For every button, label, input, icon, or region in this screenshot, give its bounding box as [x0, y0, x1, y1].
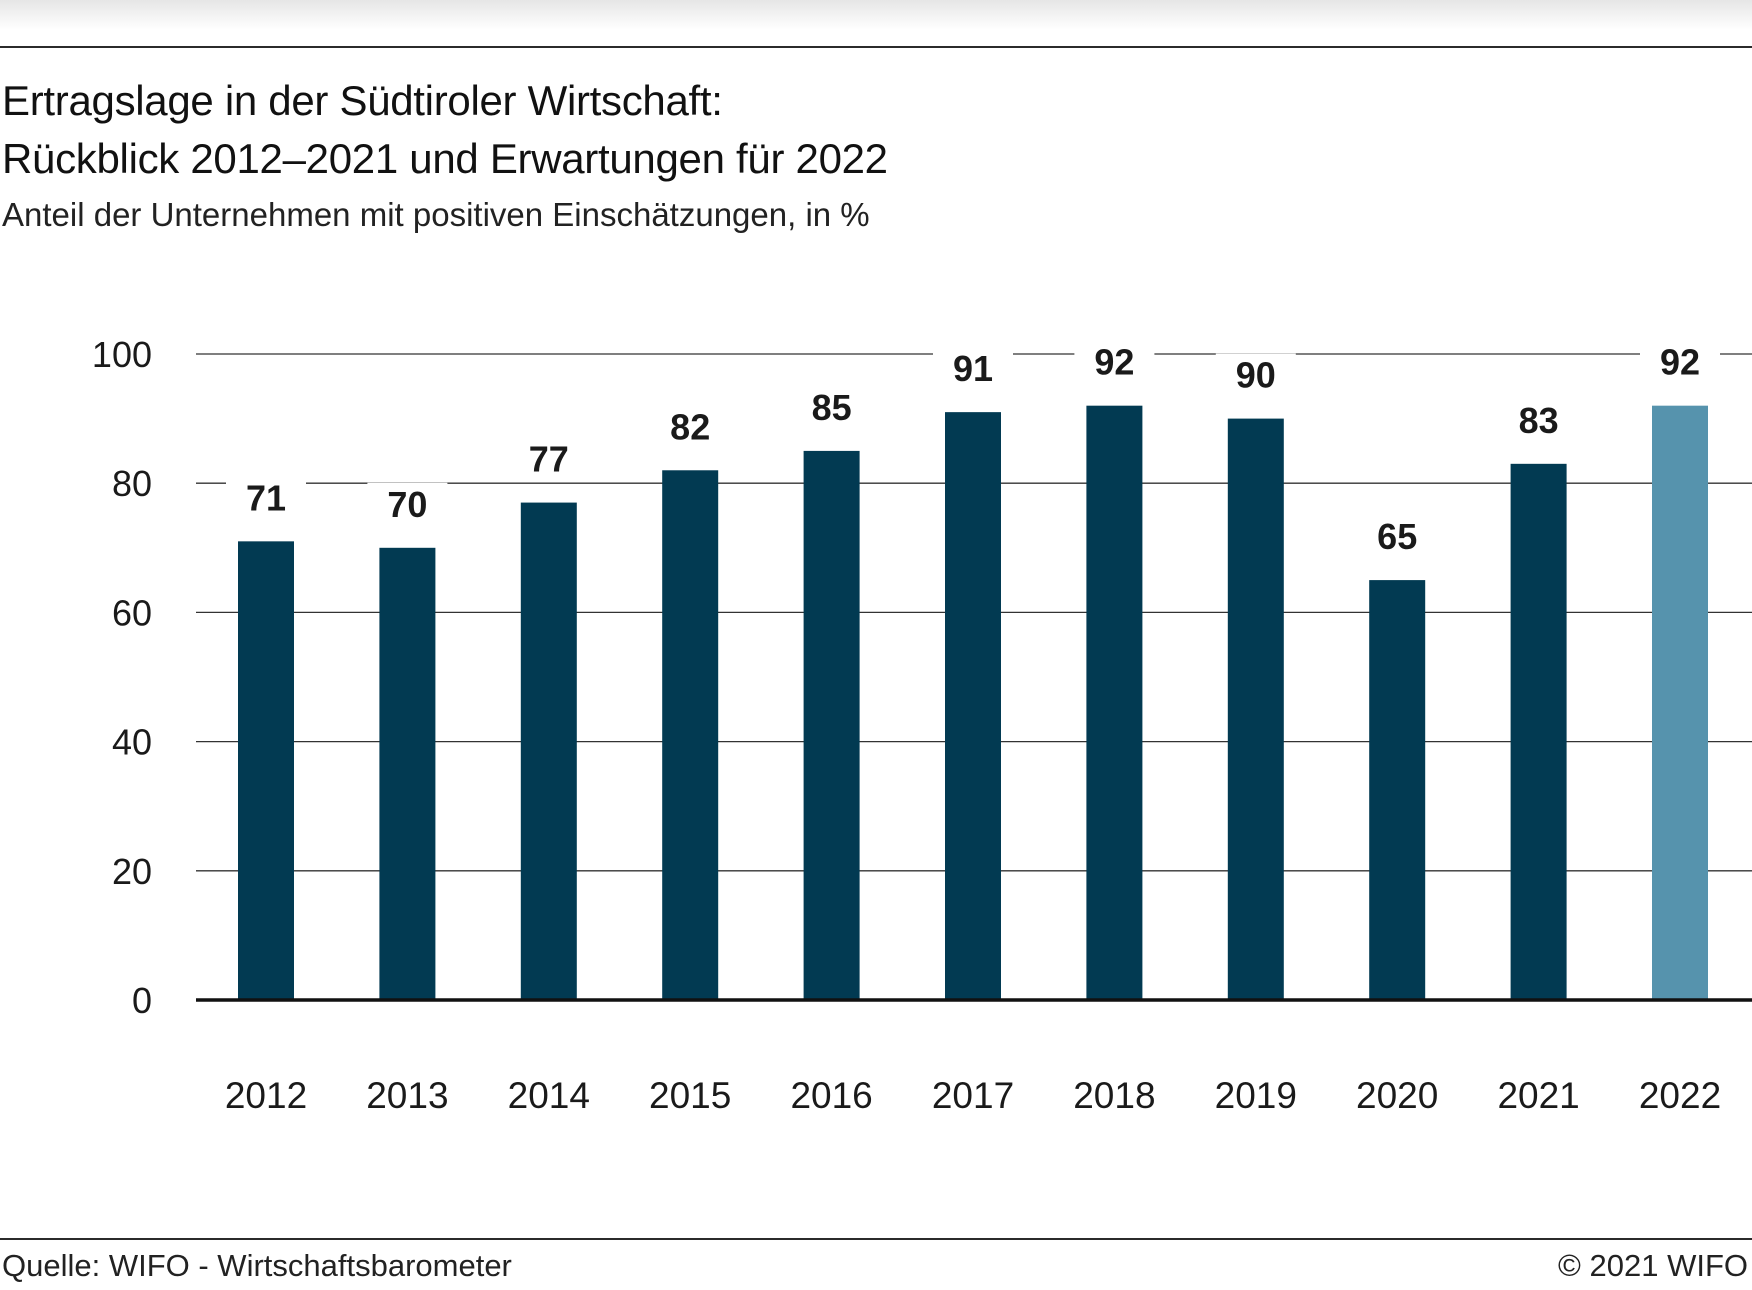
bar-2016 [803, 450, 860, 1000]
data-label-2015: 82 [670, 406, 710, 447]
chart-title: Ertragslage in der Südtiroler Wirtschaft… [2, 72, 888, 188]
data-label-2016: 85 [812, 387, 852, 428]
data-label-background-2012 [226, 476, 306, 521]
y-tick-label-0: 0 [132, 980, 152, 1021]
bar-2021 [1510, 463, 1567, 1000]
data-label-2013: 70 [387, 484, 427, 525]
bar-2012 [238, 541, 294, 1000]
bar-2013 [379, 547, 436, 1000]
data-label-background-2015 [650, 405, 731, 450]
x-tick-label-2022: 2022 [1639, 1075, 1721, 1116]
data-label-background-2021 [1498, 398, 1579, 443]
bar-chart: 0 20 40 60 80 100 71 2012 70 2013 77 2014 82 2015 85 20… [92, 334, 1752, 1116]
bar-2015 [662, 470, 719, 1000]
bar-2020 [1369, 580, 1426, 1000]
x-tick-label-2013: 2013 [366, 1075, 448, 1116]
data-label-2018: 92 [1094, 342, 1134, 383]
data-label-2012: 71 [246, 477, 286, 518]
top-rule [0, 46, 1752, 48]
data-label-background-2016 [791, 385, 872, 430]
x-tick-label-2019: 2019 [1215, 1075, 1297, 1116]
data-label-2014: 77 [529, 439, 569, 480]
bottom-rule [0, 1238, 1752, 1240]
data-label-2022: 92 [1660, 342, 1700, 383]
chart-title-line-2: Rückblick 2012–2021 und Erwartungen für … [2, 135, 888, 182]
top-gradient-band [0, 0, 1752, 30]
x-tick-label-2020: 2020 [1356, 1075, 1438, 1116]
data-label-background-2014 [508, 437, 589, 482]
bar-2014 [520, 502, 577, 1000]
y-tick-label-20: 20 [112, 851, 152, 892]
data-label-background-2019 [1215, 353, 1296, 398]
y-tick-label-40: 40 [112, 722, 152, 763]
data-label-2019: 90 [1236, 355, 1276, 396]
data-label-background-2013 [367, 482, 448, 527]
x-tick-label-2016: 2016 [790, 1075, 872, 1116]
bar-2019 [1227, 418, 1284, 1001]
x-tick-label-2018: 2018 [1073, 1075, 1155, 1116]
x-tick-label-2021: 2021 [1497, 1075, 1579, 1116]
y-tick-label-80: 80 [112, 463, 152, 504]
bar-2018 [1086, 405, 1143, 1000]
data-label-background-2020 [1357, 515, 1438, 560]
source-note: Quelle: WIFO - Wirtschaftsbarometer [2, 1248, 512, 1283]
x-tick-label-2017: 2017 [932, 1075, 1014, 1116]
data-label-background-2017 [933, 347, 1013, 392]
data-label-2021: 83 [1519, 400, 1559, 441]
bar-2022 [1652, 405, 1708, 1000]
y-tick-label-60: 60 [112, 592, 152, 633]
data-label-background-2022 [1640, 340, 1720, 385]
chart-title-line-1: Ertragslage in der Südtiroler Wirtschaft… [2, 77, 723, 124]
x-tick-label-2012: 2012 [225, 1075, 307, 1116]
copyright-note: © 2021 WIFO [1558, 1248, 1748, 1283]
x-tick-label-2015: 2015 [649, 1075, 731, 1116]
data-label-2017: 91 [953, 348, 993, 389]
bar-2017 [945, 412, 1001, 1000]
data-label-background-2018 [1074, 340, 1155, 385]
y-tick-label-100: 100 [92, 334, 152, 375]
x-tick-label-2014: 2014 [508, 1075, 590, 1116]
chart-subtitle: Anteil der Unternehmen mit positiven Ein… [2, 196, 870, 233]
data-label-2020: 65 [1377, 516, 1417, 557]
